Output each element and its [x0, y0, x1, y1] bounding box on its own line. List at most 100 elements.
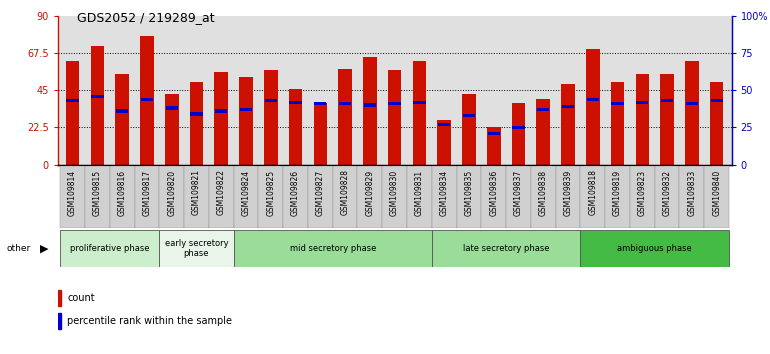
Text: GSM109820: GSM109820	[167, 170, 176, 216]
Text: GSM109839: GSM109839	[564, 170, 573, 216]
Text: GSM109836: GSM109836	[489, 170, 498, 216]
Bar	[313, 103, 327, 165]
Bar	[661, 99, 673, 102]
Bar	[389, 102, 400, 105]
Bar	[339, 102, 351, 105]
Text: GSM109837: GSM109837	[514, 170, 523, 216]
Bar	[512, 126, 524, 129]
Text: GSM109825: GSM109825	[266, 170, 275, 216]
Bar	[382, 166, 407, 228]
Bar	[259, 166, 283, 228]
Bar	[636, 101, 648, 104]
Bar	[654, 166, 679, 228]
Bar	[65, 61, 79, 165]
Bar	[586, 49, 600, 165]
Bar	[110, 166, 135, 228]
Bar	[562, 105, 574, 108]
Bar	[116, 74, 129, 165]
Bar	[630, 166, 654, 228]
Bar	[679, 166, 705, 228]
Bar	[189, 82, 203, 165]
Text: late secretory phase: late secretory phase	[463, 244, 549, 253]
Bar	[413, 61, 427, 165]
Text: GSM109818: GSM109818	[588, 170, 598, 216]
Bar	[159, 166, 184, 228]
Bar	[92, 95, 103, 98]
Bar	[159, 230, 233, 267]
Text: GSM109835: GSM109835	[464, 170, 474, 216]
Bar	[561, 84, 575, 165]
Text: GSM109821: GSM109821	[192, 170, 201, 216]
Bar	[605, 166, 630, 228]
Bar	[537, 98, 550, 165]
Bar	[58, 313, 62, 329]
Bar	[363, 57, 377, 165]
Bar	[116, 109, 129, 113]
Bar	[635, 74, 649, 165]
Text: GSM109824: GSM109824	[242, 170, 250, 216]
Text: GSM109819: GSM109819	[613, 170, 622, 216]
Bar	[333, 166, 357, 228]
Text: mid secretory phase: mid secretory phase	[290, 244, 376, 253]
Bar	[462, 93, 476, 165]
Bar	[587, 98, 599, 101]
Bar	[60, 230, 159, 267]
Bar	[511, 103, 525, 165]
Bar	[60, 166, 85, 228]
Bar	[710, 82, 724, 165]
Bar	[214, 72, 228, 165]
Text: ambiguous phase: ambiguous phase	[618, 244, 692, 253]
Bar	[388, 70, 401, 165]
Bar	[265, 99, 277, 102]
Bar	[487, 127, 500, 165]
Bar	[166, 107, 178, 110]
Bar	[413, 101, 426, 104]
Text: GSM109815: GSM109815	[93, 170, 102, 216]
Text: early secretory
phase: early secretory phase	[165, 239, 228, 258]
Bar	[357, 166, 382, 228]
Text: GSM109817: GSM109817	[142, 170, 152, 216]
Bar	[611, 102, 624, 105]
Bar	[537, 108, 549, 111]
Bar	[289, 88, 303, 165]
Bar	[432, 230, 581, 267]
Bar	[184, 166, 209, 228]
Bar	[209, 166, 233, 228]
Bar	[506, 166, 531, 228]
Text: GSM109814: GSM109814	[68, 170, 77, 216]
Bar	[407, 166, 432, 228]
Text: GSM109816: GSM109816	[118, 170, 126, 216]
Text: other: other	[6, 244, 30, 253]
Bar	[686, 102, 698, 105]
Bar	[141, 98, 153, 101]
Bar	[661, 74, 674, 165]
Bar	[190, 113, 203, 116]
Text: GSM109830: GSM109830	[390, 170, 399, 216]
Text: GSM109834: GSM109834	[440, 170, 449, 216]
Bar	[264, 70, 278, 165]
Bar	[233, 230, 432, 267]
Bar	[58, 290, 62, 306]
Bar	[135, 166, 159, 228]
Bar	[432, 166, 457, 228]
Bar	[239, 77, 253, 165]
Bar	[685, 61, 698, 165]
Bar	[437, 120, 451, 165]
Bar	[487, 132, 500, 135]
Bar	[457, 166, 481, 228]
Text: proliferative phase: proliferative phase	[70, 244, 149, 253]
Text: ▶: ▶	[40, 244, 49, 254]
Text: GSM109823: GSM109823	[638, 170, 647, 216]
Bar	[165, 93, 179, 165]
Bar	[481, 166, 506, 228]
Bar	[233, 166, 259, 228]
Bar	[308, 166, 333, 228]
Text: GSM109829: GSM109829	[365, 170, 374, 216]
Bar	[314, 102, 326, 105]
Bar	[581, 166, 605, 228]
Text: count: count	[67, 293, 95, 303]
Text: GSM109822: GSM109822	[216, 170, 226, 216]
Bar	[531, 166, 556, 228]
Bar	[140, 36, 154, 165]
Text: GSM109828: GSM109828	[340, 170, 350, 216]
